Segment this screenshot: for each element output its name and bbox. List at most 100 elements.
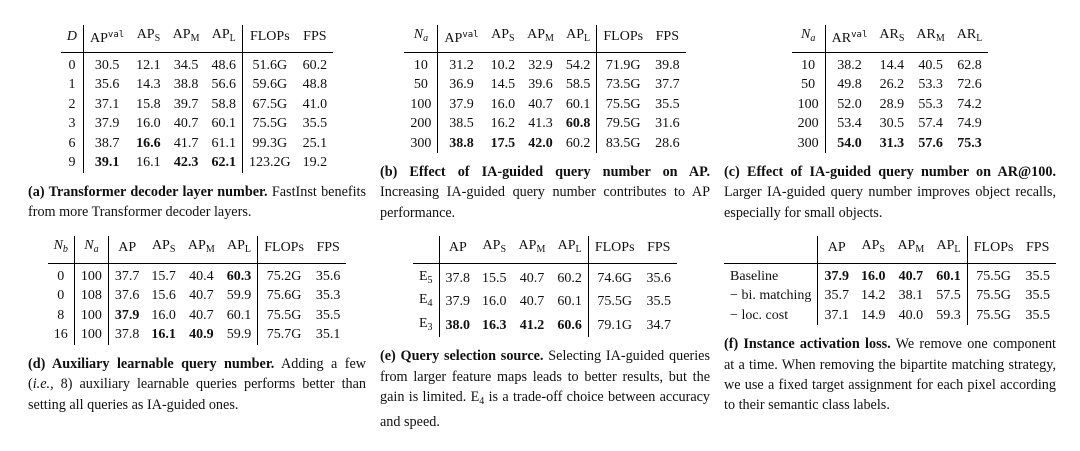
text-segment: 35.5: [655, 96, 680, 112]
text-segment: FPS: [1026, 240, 1050, 256]
text-segment: 10: [413, 57, 428, 73]
table-cell: 2: [60, 94, 84, 114]
table-cell: 60.1: [559, 94, 598, 114]
table-cell: 34.5: [167, 52, 206, 75]
data-table: AP APS APM APL FLOPs FPS E5 37.8 15.5 40.7 60.2 74.…: [412, 236, 678, 338]
table-row: 9 39.1 16.1 42.3 62.1 123.2G 19.2: [60, 153, 333, 173]
table-cell: 41.2: [513, 314, 552, 338]
text-segment: 100: [410, 96, 432, 112]
table-cell: 41.0: [297, 95, 334, 115]
table-cell: 49.8: [825, 75, 873, 95]
text-segment: 10.2: [490, 57, 516, 73]
table-cell: E5: [412, 263, 440, 291]
text-segment: − bi. matching: [730, 288, 812, 304]
table-cell: 37.1: [818, 306, 855, 326]
table-cell: 72.6: [951, 75, 989, 95]
data-table: Na ARval ARS ARM ARL 10 38.2 14.4 40.5 62.8 50 49.8…: [791, 25, 989, 154]
table-row: 8 100 37.9 16.0 40.7 60.1 75.5G 35.5: [47, 305, 347, 326]
table-row: − bi. matching 35.7 14.2 38.1 57.5 75.5G 35.5: [724, 286, 1056, 306]
table-row: E4 37.9 16.0 40.7 60.1 75.5G 35.5: [412, 290, 677, 314]
text-segment: 48.6: [211, 57, 236, 73]
table-cell: 14.9: [855, 306, 892, 326]
table-cell: 40.7: [513, 290, 552, 314]
column-header: APS: [130, 25, 167, 53]
text-segment: 55.3: [918, 96, 943, 112]
text-segment: 3: [68, 116, 76, 131]
table-cell: 40.7: [167, 114, 206, 134]
table-cell: 26.2: [873, 75, 910, 95]
table-row: 10 31.2 10.2 32.9 54.2 71.9G 39.8: [404, 52, 685, 75]
table-cell: 75.5G: [588, 290, 640, 314]
table-cell: 10: [404, 52, 439, 75]
data-table: Nb Na AP APS APM APL FLOPs FPS 0 100 37.7 15.7 40.4 6…: [47, 236, 347, 345]
text-segment: 16.1: [136, 155, 161, 170]
header-row: AP APS APM APL FLOPs FPS: [412, 236, 678, 264]
table-row: 2 37.1 15.8 39.7 58.8 67.5G 41.0: [60, 94, 334, 115]
text-segment: 99.3G: [252, 135, 288, 151]
text-segment: 32.9: [528, 57, 553, 73]
column-header: APL: [205, 25, 243, 53]
table-row: Baseline 37.9 16.0 40.7 60.1 75.5G 35.5: [724, 263, 1056, 287]
table-cell: 0: [47, 286, 75, 306]
table-row: 50 49.8 26.2 53.3 72.6: [791, 75, 989, 95]
column-header: FPS: [640, 236, 678, 264]
text-segment: 16.6: [136, 135, 161, 151]
table-cell: 35.5: [297, 114, 334, 134]
table-cell: 35.6: [84, 75, 131, 95]
table-row: 200 53.4 30.5 57.4 74.9: [791, 114, 989, 134]
table-d: Nb Na AP APS APM APL FLOPs FPS 0 100 37.7 15.7 40.4 6…: [28, 236, 366, 345]
text-segment: 16.0: [490, 96, 516, 112]
text-segment: E4: [418, 292, 433, 310]
table-cell: 60.1: [930, 263, 968, 287]
text-segment: 31.6: [655, 116, 680, 131]
table-cell: 37.7: [649, 75, 686, 95]
text-segment: 123.2G: [248, 155, 291, 170]
column-header: ARS: [873, 25, 911, 53]
text-segment: 36.9: [449, 77, 474, 92]
table-cell: 75.5G: [967, 263, 1019, 286]
table-cell: 40.7: [182, 306, 221, 326]
table-cell: 300: [404, 133, 439, 153]
text-segment: 83.5G: [605, 135, 641, 151]
table-cell: 35.5: [1019, 263, 1056, 286]
table-cell: 41.3: [521, 114, 560, 134]
table-cell: 3: [60, 114, 84, 134]
table-a: D APval APS APM APL FLOPs FPS 0 30.5 12.1 34.5 48.6…: [28, 25, 366, 173]
text-segment: 35.5: [302, 116, 328, 131]
text-segment: 60.3: [226, 268, 252, 284]
table-cell: 37.7: [108, 263, 145, 286]
text-segment: − loc. cost: [730, 307, 789, 323]
column-header: [724, 236, 819, 264]
text-segment: 8: [57, 307, 65, 323]
table-cell: 60.2: [297, 52, 334, 75]
text-segment: 14.3: [136, 77, 161, 92]
table-cell: 14.5: [485, 75, 522, 95]
text-segment: 40.7: [189, 288, 214, 304]
caption-a: (a) Transformer decoder layer number. Fa…: [28, 182, 366, 223]
text-segment: APM: [187, 238, 215, 256]
text-segment: 16.0: [482, 294, 507, 310]
table-cell: 38.1: [891, 286, 930, 306]
column-header: APS: [476, 236, 513, 264]
table-cell: 123.2G: [242, 153, 296, 173]
table-row: E5 37.8 15.5 40.7 60.2 74.6G 35.6: [412, 263, 678, 291]
header-row: D APval APS APM APL FLOPs FPS: [60, 25, 334, 53]
text-segment: 67.5G: [252, 96, 288, 112]
text-segment: 37.1: [94, 96, 120, 112]
table-cell: 37.1: [84, 95, 131, 115]
text-segment: E3: [418, 315, 433, 333]
table-cell: 35.6: [641, 263, 678, 290]
table-cell: 73.5G: [597, 75, 649, 95]
column-header: FLOPs: [257, 236, 310, 264]
text-segment: APval: [444, 29, 479, 46]
text-segment: FastInst benefits from more Transformer …: [28, 183, 366, 220]
text-segment: 57.4: [918, 116, 943, 131]
text-segment: 16.0: [136, 116, 161, 131]
caption-b: (b) Effect of IA-guided query number on …: [380, 162, 710, 223]
table-cell: 48.6: [205, 52, 243, 75]
text-segment: APM: [172, 27, 200, 44]
text-segment: 6: [68, 135, 76, 151]
text-segment: 0: [57, 268, 65, 284]
text-segment: 62.8: [957, 57, 982, 73]
table-cell: 75.3: [951, 134, 989, 154]
